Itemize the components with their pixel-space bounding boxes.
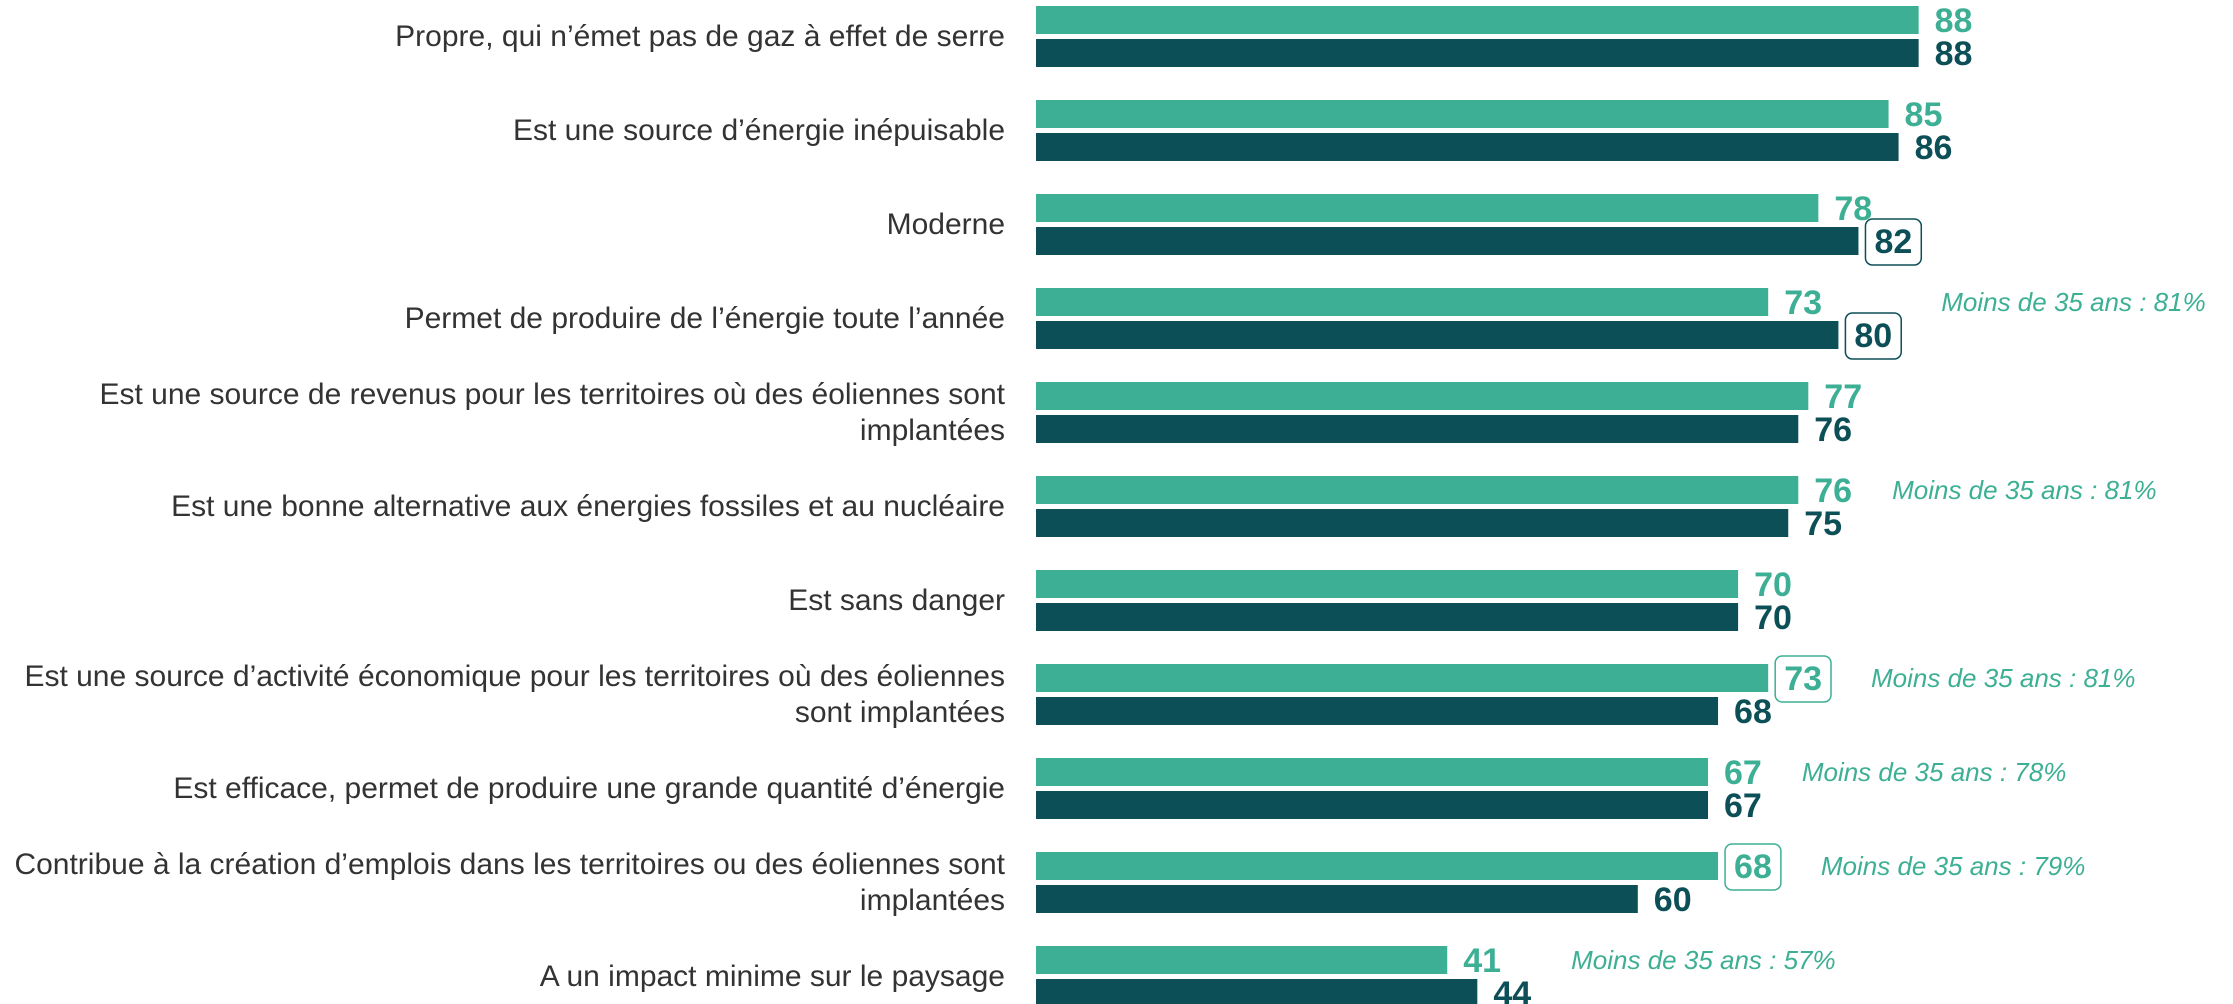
annotation: Moins de 35 ans : 78% bbox=[1802, 757, 2067, 787]
category-label: Est efficace, permet de produire une gra… bbox=[173, 771, 1005, 805]
bar bbox=[1036, 133, 1899, 161]
category-label: Est une source de revenus pour les terri… bbox=[99, 377, 1005, 447]
category-label: Contribue à la création d’emplois dans l… bbox=[14, 847, 1005, 917]
annotation: Moins de 35 ans : 81% bbox=[1941, 287, 2205, 317]
category-label: Est une bonne alternative aux énergies f… bbox=[171, 489, 1005, 523]
value-label: 70 bbox=[1754, 599, 1792, 637]
value-label: 41 bbox=[1463, 942, 1501, 980]
highlight-box bbox=[1724, 843, 1782, 891]
bar bbox=[1036, 321, 1839, 349]
value-label: 88 bbox=[1935, 35, 1973, 73]
value-label: 80 bbox=[1854, 317, 1892, 355]
bar bbox=[1036, 946, 1448, 974]
value-label: 85 bbox=[1905, 96, 1943, 134]
value-label: 77 bbox=[1824, 378, 1862, 416]
bar bbox=[1036, 288, 1769, 316]
category-label: Est une source d’activité économique pou… bbox=[24, 659, 1005, 729]
category-label: Est une source d’énergie inépuisable bbox=[513, 113, 1005, 147]
bar bbox=[1036, 852, 1719, 880]
bar bbox=[1036, 791, 1709, 819]
value-label: 75 bbox=[1804, 505, 1842, 543]
bar bbox=[1036, 603, 1739, 631]
value-label: 67 bbox=[1724, 787, 1762, 825]
value-label: 88 bbox=[1935, 2, 1973, 40]
bar bbox=[1036, 979, 1478, 1004]
value-label: 73 bbox=[1784, 284, 1822, 322]
value-label: 86 bbox=[1915, 129, 1953, 167]
bar bbox=[1036, 758, 1709, 786]
bar bbox=[1036, 697, 1719, 725]
value-label: 44 bbox=[1493, 975, 1531, 1004]
bar bbox=[1036, 509, 1789, 537]
category-label: Permet de produire de l’énergie toute l’… bbox=[404, 301, 1005, 335]
category-label: Propre, qui n’émet pas de gaz à effet de… bbox=[395, 19, 1005, 53]
bar bbox=[1036, 39, 1919, 67]
value-label: 76 bbox=[1814, 472, 1852, 510]
value-label: 70 bbox=[1754, 566, 1792, 604]
bar bbox=[1036, 194, 1819, 222]
bar bbox=[1036, 6, 1919, 34]
annotation: Moins de 35 ans : 81% bbox=[1871, 663, 2136, 693]
category-label: Est sans danger bbox=[788, 583, 1005, 617]
annotation: Moins de 35 ans : 81% bbox=[1892, 475, 2157, 505]
value-label: 67 bbox=[1724, 754, 1762, 792]
bar bbox=[1036, 664, 1769, 692]
highlight-box bbox=[1864, 218, 1923, 266]
category-label: A un impact minime sur le paysage bbox=[539, 959, 1005, 993]
bar bbox=[1036, 476, 1799, 504]
bar bbox=[1036, 415, 1799, 443]
value-label: 68 bbox=[1734, 693, 1772, 731]
annotation: Moins de 35 ans : 57% bbox=[1571, 945, 1836, 975]
bar bbox=[1036, 382, 1809, 410]
category-label: Moderne bbox=[886, 207, 1005, 241]
annotation: Moins de 35 ans : 79% bbox=[1821, 851, 2086, 881]
value-label: 68 bbox=[1734, 848, 1772, 886]
value-label: 76 bbox=[1814, 411, 1852, 449]
bar bbox=[1036, 227, 1859, 255]
bar bbox=[1036, 100, 1889, 128]
bar bbox=[1036, 885, 1638, 913]
bar bbox=[1036, 570, 1739, 598]
value-label: 60 bbox=[1654, 881, 1692, 919]
value-label: 82 bbox=[1874, 223, 1912, 261]
value-label: 78 bbox=[1834, 190, 1872, 228]
highlight-box bbox=[1774, 655, 1832, 703]
highlight-box bbox=[1844, 312, 1902, 360]
value-label: 73 bbox=[1784, 660, 1822, 698]
